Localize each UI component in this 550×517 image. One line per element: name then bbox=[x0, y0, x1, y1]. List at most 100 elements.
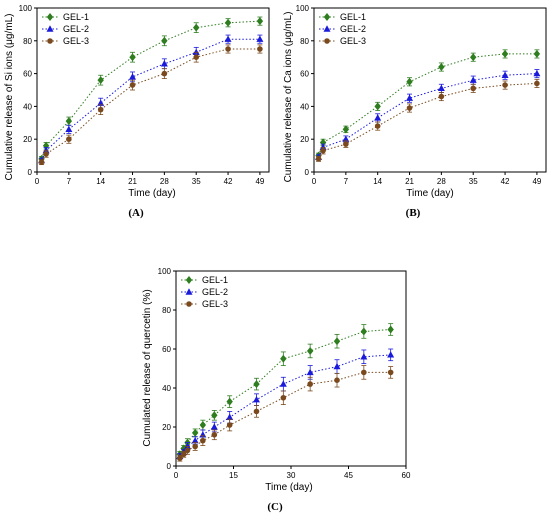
x-tick-label-0: 0 bbox=[35, 177, 40, 186]
data-point bbox=[191, 428, 199, 437]
data-point bbox=[65, 125, 73, 133]
legend-label-gel-1: GEL-1 bbox=[63, 12, 89, 22]
data-point bbox=[199, 421, 207, 430]
data-point bbox=[502, 82, 508, 88]
data-point bbox=[438, 93, 445, 100]
x-tick-label-14: 14 bbox=[96, 177, 105, 186]
y-tick-label-20: 20 bbox=[300, 135, 309, 144]
data-point bbox=[280, 394, 287, 401]
series-line-gel-3 bbox=[41, 48, 260, 163]
y-tick-label-40: 40 bbox=[23, 102, 32, 111]
series-gel-3 bbox=[315, 78, 540, 162]
data-point bbox=[97, 99, 105, 106]
legend-marker-gel-3 bbox=[47, 38, 53, 44]
chart-panel-b: 0 7 14 21 28 35 42 49020406080100GEL-1GEL-2GEL-… bbox=[283, 4, 547, 219]
series-gel-3 bbox=[177, 365, 394, 462]
data-point bbox=[374, 102, 381, 111]
x-tick-label-42: 42 bbox=[501, 177, 510, 186]
legend-label-gel-3: GEL-3 bbox=[202, 299, 228, 309]
data-point bbox=[360, 327, 368, 336]
plot-area-c: 0 15 30 45 60 0 20 40 60 80 100 GEL-1 GEL-2 GEL-3 bbox=[158, 267, 411, 480]
y-tick-label-0: 0 bbox=[167, 462, 172, 471]
legend-marker-gel-2 bbox=[323, 25, 331, 32]
y-tick-label-80: 80 bbox=[300, 37, 309, 46]
legend-marker-gel-1 bbox=[185, 276, 193, 284]
y-tick-label-100: 100 bbox=[19, 4, 33, 13]
data-point bbox=[406, 105, 413, 111]
data-point bbox=[256, 17, 264, 26]
y-tick-label-100: 100 bbox=[296, 4, 310, 13]
data-point bbox=[253, 408, 260, 415]
legend-marker-gel-2 bbox=[46, 25, 54, 32]
data-point bbox=[361, 369, 367, 376]
data-point bbox=[253, 396, 260, 403]
x-tick-label-28: 28 bbox=[437, 177, 446, 186]
legend-marker-gel-1 bbox=[323, 13, 331, 21]
panel-label-a: (A) bbox=[128, 207, 144, 219]
legend-label-gel-2: GEL-2 bbox=[202, 287, 228, 297]
data-point bbox=[333, 362, 341, 370]
legend-label-gel-2: GEL-2 bbox=[63, 24, 89, 34]
data-point bbox=[501, 49, 509, 58]
data-point bbox=[226, 422, 233, 428]
data-point bbox=[192, 443, 198, 450]
x-tick-label-45: 45 bbox=[344, 471, 353, 480]
data-point bbox=[177, 455, 183, 462]
series-line-gel-2 bbox=[179, 354, 391, 457]
x-tick-label-21: 21 bbox=[405, 177, 414, 186]
data-point bbox=[406, 94, 414, 101]
data-point bbox=[315, 156, 322, 162]
data-point bbox=[306, 368, 314, 376]
data-point bbox=[129, 73, 137, 80]
data-point bbox=[200, 437, 206, 444]
y-tick-label-60: 60 bbox=[300, 70, 309, 79]
legend-label-gel-2: GEL-2 bbox=[340, 24, 366, 34]
data-point bbox=[97, 76, 104, 85]
y-tick-label-20: 20 bbox=[162, 423, 171, 432]
data-point bbox=[387, 351, 395, 358]
y-axis-title-c: Cumulated release of quercetin (%) bbox=[142, 289, 153, 446]
data-point bbox=[406, 77, 413, 86]
x-tick-label-14: 14 bbox=[373, 177, 382, 186]
data-point bbox=[129, 82, 136, 88]
x-axis-title-a: Time (day) bbox=[128, 188, 175, 199]
x-tick-label-0: 0 bbox=[174, 471, 179, 480]
data-point bbox=[533, 49, 541, 58]
data-point bbox=[469, 76, 477, 83]
data-point bbox=[211, 411, 218, 420]
data-point bbox=[334, 377, 340, 384]
data-point bbox=[333, 337, 341, 346]
chart-panel-a: 0 7 14 21 28 35 42 49020406080100GEL-1GEL-2GEL-… bbox=[4, 4, 270, 219]
data-point bbox=[66, 136, 72, 142]
legend-label-gel-1: GEL-1 bbox=[340, 12, 366, 22]
x-axis-title-b: Time (day) bbox=[406, 188, 453, 199]
legend-marker-gel-3 bbox=[324, 38, 330, 44]
y-tick-label-0: 0 bbox=[28, 168, 33, 177]
data-point bbox=[343, 141, 349, 147]
plot-area-b: 0 7 14 21 28 35 42 49020406080100GEL-1GEL-2GEL-… bbox=[296, 4, 547, 186]
data-point bbox=[224, 35, 232, 42]
x-tick-label-7: 7 bbox=[344, 177, 349, 186]
series-line-gel-1 bbox=[179, 329, 391, 455]
plot-frame bbox=[313, 7, 547, 173]
data-point bbox=[38, 159, 45, 165]
data-point bbox=[192, 48, 200, 55]
x-tick-label-49: 49 bbox=[532, 177, 541, 186]
x-tick-label-7: 7 bbox=[67, 177, 72, 186]
data-point bbox=[97, 106, 104, 113]
series-gel-1 bbox=[315, 49, 541, 160]
series-line-gel-1 bbox=[41, 20, 260, 160]
data-point bbox=[307, 381, 313, 387]
data-point bbox=[211, 432, 218, 438]
data-point bbox=[374, 123, 381, 129]
y-tick-label-40: 40 bbox=[300, 102, 309, 111]
data-point bbox=[160, 60, 168, 67]
x-tick-label-35: 35 bbox=[192, 177, 201, 186]
y-tick-label-80: 80 bbox=[162, 306, 171, 315]
series-line-gel-2 bbox=[318, 73, 537, 158]
y-axis-title-a: Cumulative release of Si ions (μg/mL) bbox=[4, 14, 15, 181]
data-point bbox=[534, 80, 540, 87]
x-tick-label-0: 0 bbox=[312, 177, 317, 186]
data-point bbox=[226, 413, 234, 420]
